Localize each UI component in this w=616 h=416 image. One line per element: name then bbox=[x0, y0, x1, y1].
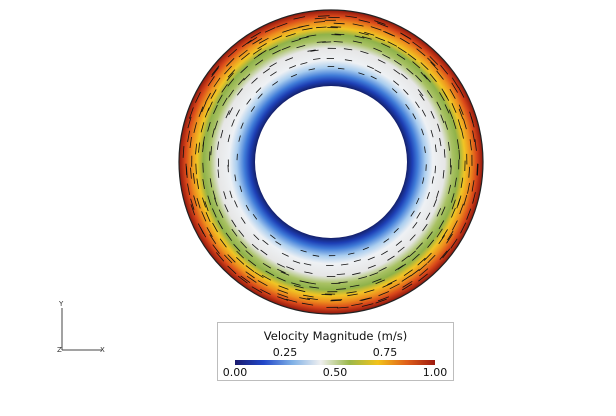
velocity-glyph bbox=[203, 163, 204, 173]
upper-tick-label-0: 0.25 bbox=[273, 346, 298, 359]
lower-tick-label-0: 0.00 bbox=[223, 366, 248, 379]
velocity-glyph bbox=[331, 300, 342, 301]
upper-tick-label-1: 0.75 bbox=[373, 346, 398, 359]
lower-tick-label-2: 1.00 bbox=[423, 366, 448, 379]
axes-triad bbox=[62, 308, 102, 350]
legend-title: Velocity Magnitude (m/s) bbox=[218, 329, 453, 343]
x-axis-label: X bbox=[100, 346, 105, 354]
annulus-ring bbox=[179, 10, 483, 314]
z-axis-label: Z bbox=[57, 346, 62, 354]
y-axis-label: Y bbox=[59, 300, 63, 308]
colorbar-legend: Velocity Magnitude (m/s) 0.25 0.75 0.00 0.5… bbox=[217, 322, 454, 381]
colorbar bbox=[235, 360, 435, 365]
lower-tick-label-1: 0.50 bbox=[323, 366, 348, 379]
